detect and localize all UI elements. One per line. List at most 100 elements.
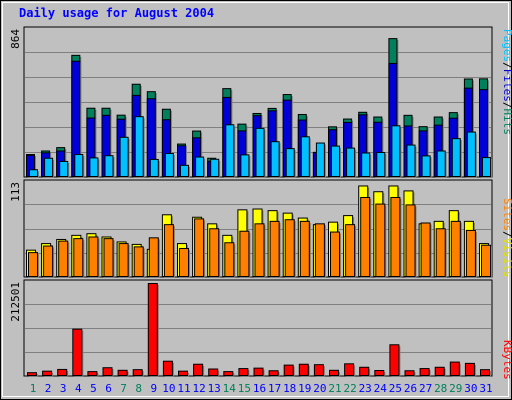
bar-kbytes xyxy=(57,368,68,376)
x-tick-label: 15 xyxy=(238,382,251,395)
bar-sites xyxy=(148,237,159,278)
bar-kbytes xyxy=(404,370,415,377)
bar-kbytes xyxy=(268,370,279,377)
bar-kbytes xyxy=(313,364,324,376)
x-tick-label: 7 xyxy=(120,382,127,395)
legend-sep-3: / xyxy=(501,231,512,238)
x-tick-label: 23 xyxy=(359,382,372,395)
bar-kbytes xyxy=(283,364,294,377)
bar-pages xyxy=(285,148,295,178)
bar-kbytes xyxy=(359,366,370,377)
bar-pages xyxy=(104,155,114,177)
bar-kbytes xyxy=(480,369,490,377)
bar-sites xyxy=(435,228,446,277)
legend-middle: Sites/Visits xyxy=(501,198,512,278)
x-tick-label: 13 xyxy=(208,382,221,395)
bar-kbytes xyxy=(208,368,219,377)
bar-pages xyxy=(119,136,129,177)
bar-pages xyxy=(89,157,99,177)
bar-sites xyxy=(299,220,310,278)
x-tick-label: 3 xyxy=(60,382,67,395)
bar-pages xyxy=(29,169,38,177)
x-tick-label: 24 xyxy=(374,382,388,395)
bar-sites xyxy=(375,203,386,278)
bar-sites xyxy=(345,224,356,277)
x-tick-label: 8 xyxy=(135,382,142,395)
x-tick-label: 20 xyxy=(313,382,326,395)
bar-kbytes xyxy=(87,371,98,376)
bar-kbytes xyxy=(72,328,83,376)
x-tick-label: 2 xyxy=(45,382,52,395)
bar-sites xyxy=(179,248,189,278)
bar-kbytes xyxy=(449,361,460,377)
bar-kbytes xyxy=(253,367,264,377)
bar-pages xyxy=(482,157,491,178)
bar-kbytes xyxy=(329,369,339,376)
bar-sites xyxy=(465,229,476,277)
bar-kbytes xyxy=(162,360,173,377)
bar-pages xyxy=(74,154,84,178)
bar-pages xyxy=(195,156,205,177)
bar-sites xyxy=(420,222,431,277)
x-tick-label: 30 xyxy=(464,382,477,395)
x-tick-label: 12 xyxy=(192,382,205,395)
bar-sites xyxy=(330,231,340,278)
bar-sites xyxy=(58,240,69,278)
bars-visits-sites xyxy=(26,185,492,278)
bar-pages xyxy=(300,136,310,177)
bar-sites xyxy=(450,220,461,278)
x-tick-label: 26 xyxy=(404,382,417,395)
x-tick-label: 29 xyxy=(449,382,462,395)
legend-top: Pages/Files/Hits xyxy=(501,29,512,135)
legend-files: Files xyxy=(501,69,512,102)
legend-sites: Sites xyxy=(501,198,512,231)
bar-sites xyxy=(73,238,84,277)
bar-pages xyxy=(346,147,356,178)
x-tick-label: 1 xyxy=(30,382,37,395)
legend-bottom: KBytes xyxy=(501,340,512,380)
legend-hits: Hits xyxy=(501,109,512,136)
bar-kbytes xyxy=(223,371,234,376)
x-tick-label: 27 xyxy=(419,382,432,395)
bar-sites xyxy=(254,223,265,278)
y-max-label-bottom: 212501 xyxy=(9,282,22,322)
bar-sites xyxy=(314,223,325,278)
bar-pages xyxy=(315,142,325,178)
bar-kbytes xyxy=(238,368,249,376)
bar-pages xyxy=(255,127,265,177)
bar-kbytes xyxy=(298,363,309,377)
legend-pages: Pages xyxy=(501,29,512,62)
legend-visits: Visits xyxy=(501,238,512,278)
legend-sep-1: / xyxy=(501,62,512,69)
bar-pages xyxy=(44,157,54,177)
bar-pages xyxy=(59,160,69,177)
bar-pages xyxy=(240,154,250,178)
x-tick-label: 28 xyxy=(434,382,447,395)
bar-sites xyxy=(133,246,144,278)
legend-sep-2: / xyxy=(501,102,512,109)
bar-pages xyxy=(331,145,340,177)
bar-kbytes xyxy=(132,369,143,377)
bars-kbytes xyxy=(27,283,491,377)
bar-pages xyxy=(466,131,476,178)
bar-sites xyxy=(103,238,114,277)
y-max-label-top: 864 xyxy=(9,29,22,49)
bar-sites xyxy=(224,242,235,277)
x-tick-label: 9 xyxy=(150,382,157,395)
x-tick-label: 19 xyxy=(298,382,311,395)
bar-sites xyxy=(405,204,416,277)
bar-sites xyxy=(269,220,280,278)
bar-pages xyxy=(376,152,386,177)
bar-pages xyxy=(134,116,144,177)
bar-kbytes xyxy=(147,283,158,376)
bar-sites xyxy=(43,245,54,278)
bar-kbytes xyxy=(117,369,128,376)
bar-sites xyxy=(194,218,205,277)
bar-pages xyxy=(436,150,446,177)
x-tick-label: 21 xyxy=(328,382,341,395)
bar-kbytes xyxy=(434,366,445,377)
legend-kbytes: KBytes xyxy=(501,340,512,380)
x-tick-label: 16 xyxy=(253,382,266,395)
bar-sites xyxy=(360,196,371,277)
